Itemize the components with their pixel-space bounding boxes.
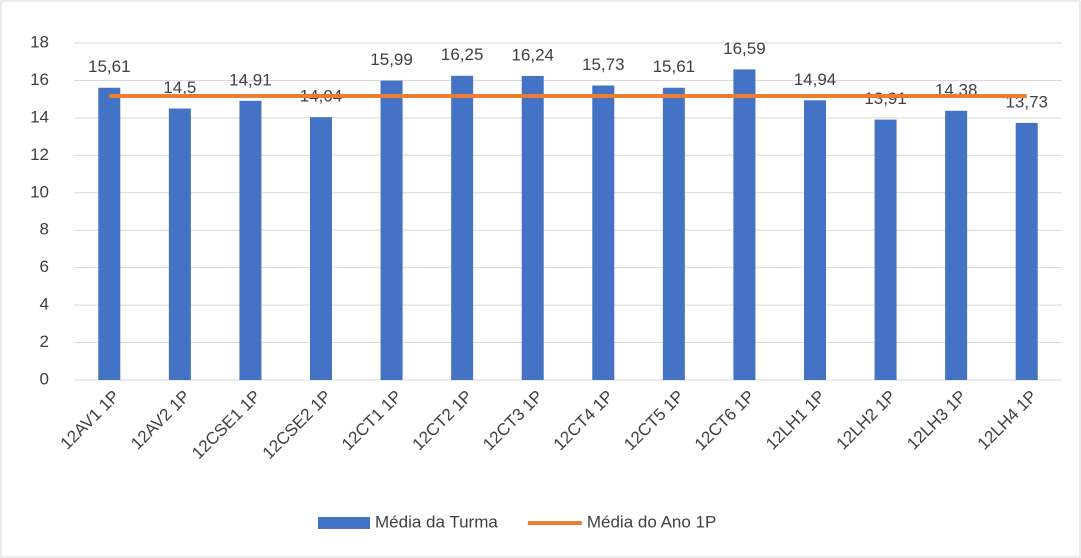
bar <box>592 85 615 380</box>
y-tick-label: 16 <box>30 70 49 89</box>
data-label: 15,73 <box>582 55 625 74</box>
data-label: 15,61 <box>88 57 131 76</box>
bar <box>804 100 826 380</box>
bar <box>733 69 756 381</box>
data-label: 16,59 <box>723 39 766 58</box>
y-tick-label: 18 <box>30 32 49 51</box>
bar <box>310 117 332 380</box>
y-tick-label: 0 <box>40 369 49 388</box>
legend-swatch <box>318 517 370 529</box>
bar <box>239 100 262 380</box>
y-tick-label: 2 <box>40 332 49 351</box>
y-tick-label: 10 <box>30 182 49 201</box>
data-label: 16,25 <box>441 45 484 64</box>
y-tick-label: 12 <box>30 145 49 164</box>
data-label: 14,91 <box>229 70 272 89</box>
bar <box>451 75 474 380</box>
bar <box>521 75 544 380</box>
bar <box>874 119 897 381</box>
bar <box>380 80 403 381</box>
legend-item: Média do Ano 1P <box>527 512 716 531</box>
legend-label: Média da Turma <box>375 512 498 531</box>
bar <box>945 110 968 380</box>
data-label: 15,99 <box>370 50 413 69</box>
y-tick-label: 4 <box>40 295 49 314</box>
data-label: 13,91 <box>864 89 907 108</box>
data-label: 15,61 <box>653 57 696 76</box>
y-tick-label: 14 <box>30 107 49 126</box>
bar <box>662 87 685 381</box>
data-label: 14,94 <box>794 70 837 89</box>
bar <box>168 108 191 381</box>
y-tick-label: 8 <box>40 220 49 239</box>
legend-label: Média do Ano 1P <box>587 512 716 531</box>
data-label: 16,24 <box>511 45 554 64</box>
data-label: 14,5 <box>163 78 196 97</box>
bar <box>98 87 121 381</box>
legend-item: Média da Turma <box>318 512 498 531</box>
bar <box>1015 122 1038 381</box>
y-tick-label: 6 <box>40 257 49 276</box>
